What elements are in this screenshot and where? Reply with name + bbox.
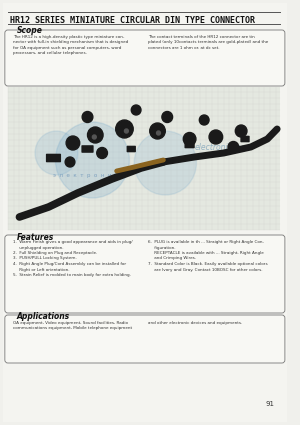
Circle shape xyxy=(209,130,223,144)
Text: and other electronic devices and equipments.: and other electronic devices and equipme… xyxy=(148,321,242,325)
FancyBboxPatch shape xyxy=(5,315,285,363)
Text: OA equipment, Video equipment, Sound facilities, Radio
communications equipment,: OA equipment, Video equipment, Sound fac… xyxy=(13,321,132,331)
Circle shape xyxy=(162,111,172,122)
Circle shape xyxy=(116,120,133,138)
Text: The HR12 is a high-density plastic type miniature con-
nector with full-in shiel: The HR12 is a high-density plastic type … xyxy=(13,35,128,55)
Text: MINIATURE CIRCULAR DIN TYPE CONNECTOR: MINIATURE CIRCULAR DIN TYPE CONNECTOR xyxy=(70,16,255,25)
FancyBboxPatch shape xyxy=(5,30,285,86)
Circle shape xyxy=(82,111,93,122)
FancyBboxPatch shape xyxy=(8,87,280,230)
Circle shape xyxy=(134,131,196,195)
Text: э  л  е  к  т  р  о  н  и  к  а: э л е к т р о н и к а xyxy=(53,173,126,178)
Circle shape xyxy=(150,123,165,139)
Circle shape xyxy=(66,136,80,150)
Circle shape xyxy=(88,127,103,143)
Text: 91: 91 xyxy=(265,401,274,407)
Text: .ru: .ru xyxy=(233,142,244,151)
Text: Scope: Scope xyxy=(16,26,42,35)
Text: The contact terminals of the HR12 connector are tin
plated (only 10contacts term: The contact terminals of the HR12 connec… xyxy=(148,35,268,50)
FancyBboxPatch shape xyxy=(3,3,287,422)
Circle shape xyxy=(157,131,160,135)
Circle shape xyxy=(131,105,141,115)
Text: Features: Features xyxy=(16,233,54,242)
Circle shape xyxy=(97,147,107,159)
Text: Applications: Applications xyxy=(16,312,70,321)
Circle shape xyxy=(92,135,96,139)
FancyBboxPatch shape xyxy=(46,154,61,162)
Circle shape xyxy=(35,131,78,175)
FancyBboxPatch shape xyxy=(240,136,250,142)
Text: 6.  PLUG is available in th ... Straight or Right Angle Con-
     figuration.
  : 6. PLUG is available in th ... Straight … xyxy=(148,240,267,272)
Circle shape xyxy=(199,115,209,125)
Circle shape xyxy=(235,125,247,137)
Circle shape xyxy=(228,142,239,153)
FancyBboxPatch shape xyxy=(184,142,195,148)
FancyBboxPatch shape xyxy=(81,145,94,153)
Circle shape xyxy=(56,122,129,198)
Text: 1.  Warm Finish gives a good appearance and aids in plug/
     unplugged operati: 1. Warm Finish gives a good appearance a… xyxy=(13,240,132,277)
Circle shape xyxy=(183,133,196,145)
FancyBboxPatch shape xyxy=(5,235,285,313)
FancyBboxPatch shape xyxy=(127,146,136,152)
Text: HR12 SERIES: HR12 SERIES xyxy=(10,16,65,25)
Circle shape xyxy=(65,157,75,167)
Circle shape xyxy=(124,129,128,133)
Text: electronika: electronika xyxy=(194,142,237,151)
